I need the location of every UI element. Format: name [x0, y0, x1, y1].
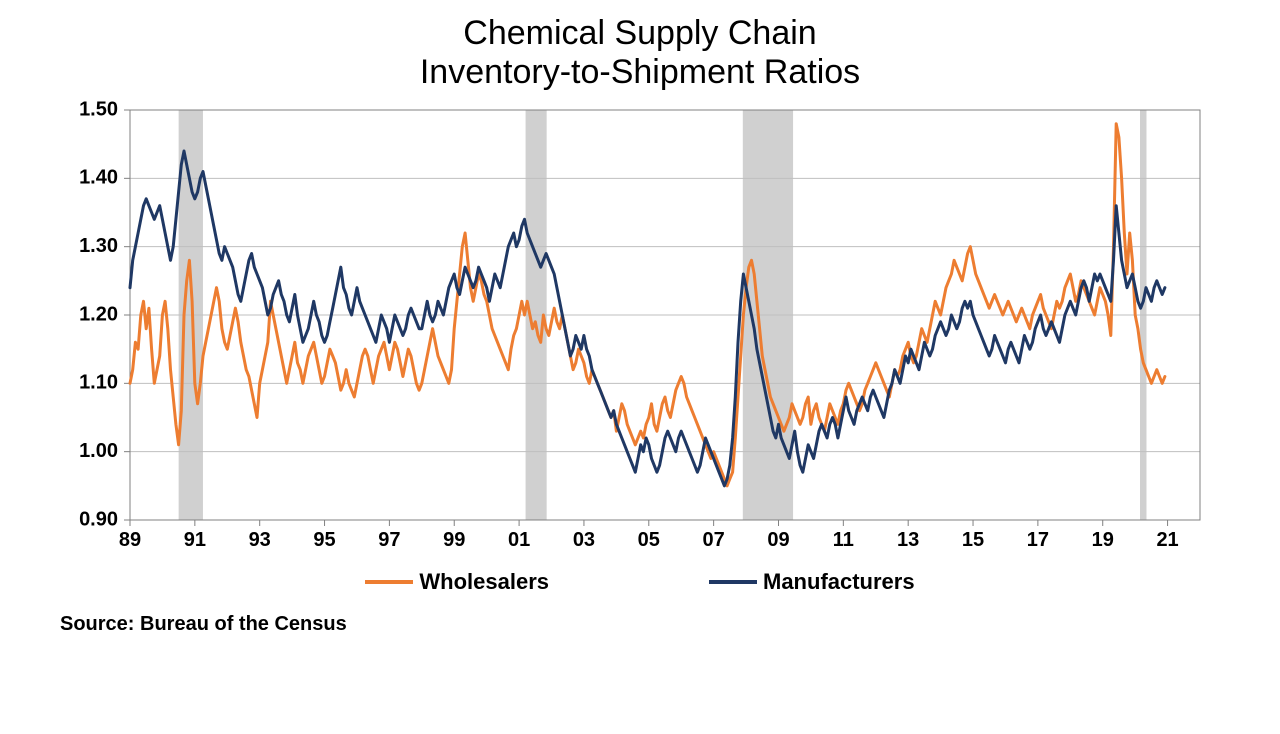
x-tick-label: 89 [119, 529, 141, 551]
x-tick-label: 19 [1092, 529, 1114, 551]
y-tick-label: 0.90 [79, 508, 118, 530]
legend-label: Wholesalers [419, 569, 549, 595]
legend-swatch [709, 580, 757, 584]
source-caption: Source: Bureau of the Census [0, 613, 1280, 636]
title-line-1: Chemical Supply Chain [0, 14, 1280, 53]
y-tick-label: 1.00 [79, 440, 118, 462]
x-tick-label: 05 [638, 529, 660, 551]
legend-item-manufacturers: Manufacturers [709, 569, 915, 595]
x-tick-label: 93 [249, 529, 271, 551]
line-chart-svg: 0.90 1.00 1.10 1.20 1.30 1.40 1.50 89 91 93 95 97 99… [60, 100, 1220, 560]
y-tick-label: 1.30 [79, 235, 118, 257]
legend-swatch [365, 580, 413, 584]
x-tick-label: 03 [573, 529, 595, 551]
x-tick-label: 01 [508, 529, 530, 551]
legend-item-wholesalers: Wholesalers [365, 569, 549, 595]
x-tick-label: 11 [833, 529, 854, 551]
y-tick-label: 1.20 [79, 303, 118, 325]
y-tick-label: 1.50 [79, 100, 118, 120]
chart-area: 0.90 1.00 1.10 1.20 1.30 1.40 1.50 89 91 93 95 97 99… [0, 100, 1280, 560]
x-tick-label: 09 [767, 529, 789, 551]
x-tick-label: 17 [1027, 529, 1049, 551]
x-tick-label: 15 [962, 529, 984, 551]
x-tick-label: 99 [443, 529, 465, 551]
chart-title: Chemical Supply Chain Inventory-to-Shipm… [0, 14, 1280, 92]
x-tick-label: 91 [184, 529, 206, 551]
title-line-2: Inventory-to-Shipment Ratios [0, 53, 1280, 92]
x-tick-label: 07 [703, 529, 725, 551]
y-tick-label: 1.40 [79, 167, 118, 189]
x-tick-label: 13 [897, 529, 919, 551]
x-tick-label: 95 [313, 529, 335, 551]
y-tick-label: 1.10 [79, 372, 118, 394]
x-tick-label: 97 [378, 529, 400, 551]
chart-legend: Wholesalers Manufacturers [0, 564, 1280, 595]
legend-label: Manufacturers [763, 569, 915, 595]
x-tick-label: 21 [1156, 529, 1178, 551]
